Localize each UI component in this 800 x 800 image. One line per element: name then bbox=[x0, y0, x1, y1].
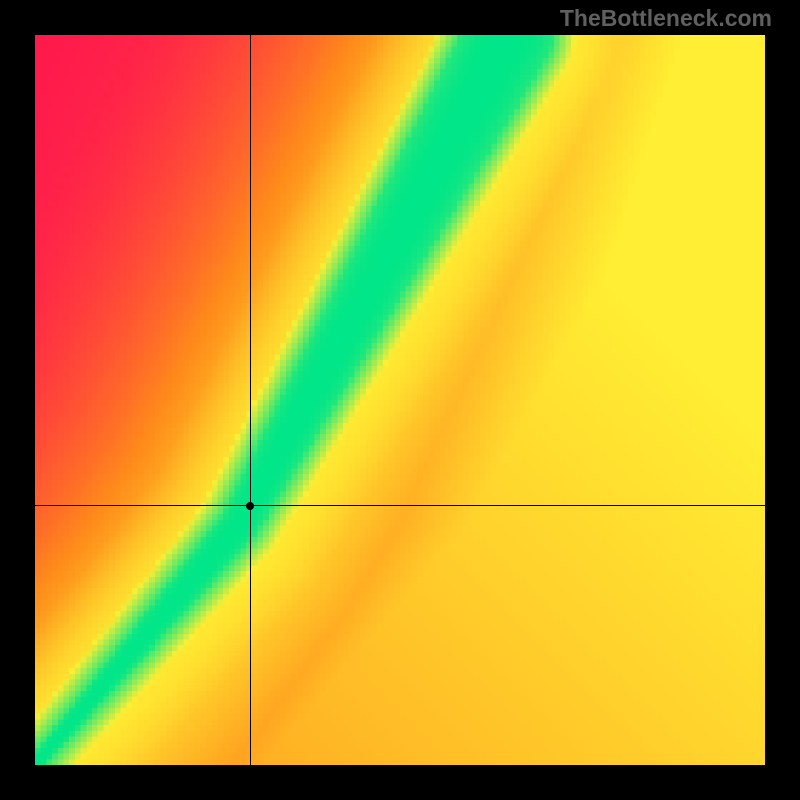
watermark-text: TheBottleneck.com bbox=[560, 5, 772, 32]
marker-dot bbox=[246, 502, 254, 510]
crosshair-horizontal bbox=[35, 505, 765, 506]
chart-container: TheBottleneck.com bbox=[0, 0, 800, 800]
crosshair-vertical bbox=[250, 35, 251, 765]
heatmap-canvas bbox=[35, 35, 765, 765]
